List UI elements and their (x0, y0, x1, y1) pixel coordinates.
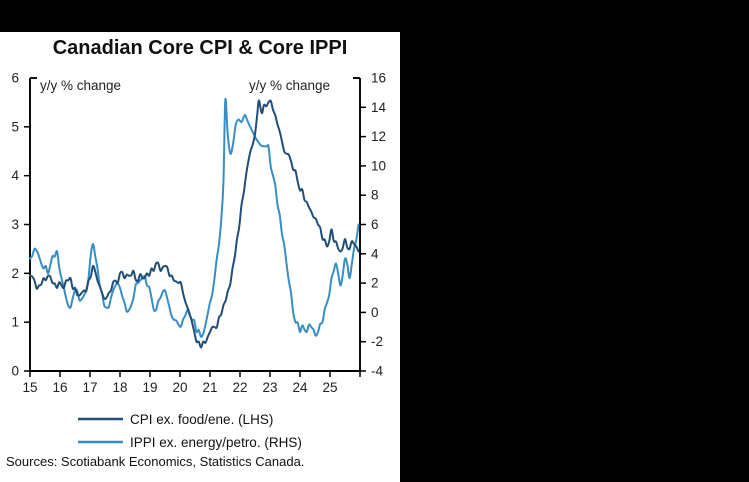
svg-text:3: 3 (11, 217, 19, 232)
svg-text:24: 24 (292, 380, 308, 395)
svg-text:16: 16 (371, 71, 386, 86)
svg-text:6: 6 (11, 71, 19, 86)
svg-text:8: 8 (371, 188, 379, 203)
svg-text:10: 10 (371, 158, 386, 173)
svg-text:1: 1 (11, 315, 19, 330)
svg-text:25: 25 (322, 380, 337, 395)
svg-text:14: 14 (371, 100, 387, 115)
svg-text:0: 0 (371, 305, 379, 320)
svg-text:IPPI ex. energy/petro. (RHS): IPPI ex. energy/petro. (RHS) (130, 435, 302, 450)
svg-text:-2: -2 (371, 334, 383, 349)
svg-text:0: 0 (11, 364, 19, 379)
svg-text:18: 18 (112, 380, 127, 395)
svg-text:y/y % change: y/y % change (249, 78, 330, 93)
svg-text:2: 2 (11, 266, 19, 281)
svg-text:4: 4 (11, 168, 19, 183)
svg-text:CPI ex. food/ene. (LHS): CPI ex. food/ene. (LHS) (130, 412, 273, 427)
svg-text:19: 19 (142, 380, 157, 395)
svg-text:2: 2 (371, 276, 379, 291)
svg-text:y/y % change: y/y % change (40, 78, 121, 93)
svg-text:21: 21 (202, 380, 217, 395)
svg-text:4: 4 (371, 246, 379, 261)
svg-text:15: 15 (22, 380, 37, 395)
svg-text:17: 17 (82, 380, 97, 395)
svg-text:23: 23 (262, 380, 277, 395)
svg-text:16: 16 (52, 380, 67, 395)
svg-text:6: 6 (371, 217, 379, 232)
svg-text:Sources: Scotiabank Economics,: Sources: Scotiabank Economics, Statistic… (6, 454, 304, 469)
svg-text:22: 22 (232, 380, 247, 395)
svg-text:-4: -4 (371, 364, 383, 379)
svg-text:12: 12 (371, 129, 386, 144)
svg-text:5: 5 (11, 119, 19, 134)
svg-text:20: 20 (172, 380, 187, 395)
